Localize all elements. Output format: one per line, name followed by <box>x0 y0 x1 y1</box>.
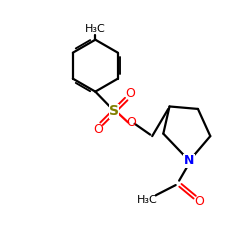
Text: H₃C: H₃C <box>137 196 158 205</box>
Text: N: N <box>184 154 194 167</box>
Text: O: O <box>194 195 204 208</box>
Text: O: O <box>93 123 103 136</box>
Text: S: S <box>109 104 119 118</box>
Text: O: O <box>125 87 135 100</box>
Text: O: O <box>126 116 136 129</box>
Text: H₃C: H₃C <box>85 24 106 34</box>
